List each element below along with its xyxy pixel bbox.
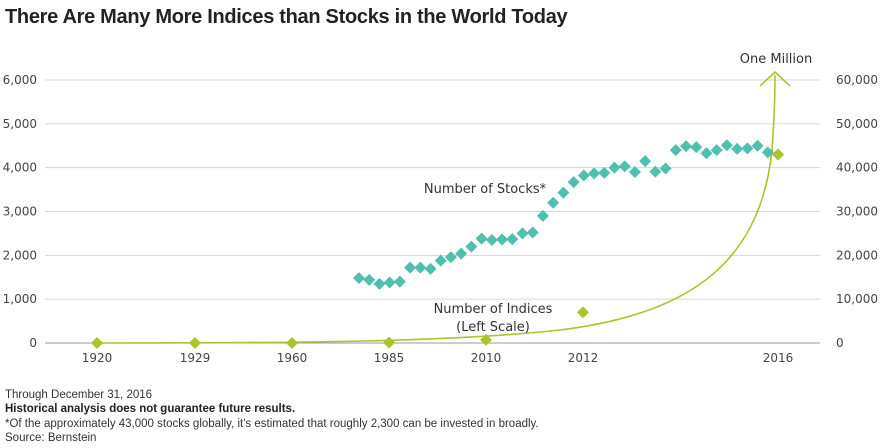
x-tick-label: 2012 — [568, 351, 599, 365]
indices-scale-label: (Left Scale) — [456, 320, 530, 335]
x-tick-label: 2010 — [471, 351, 502, 365]
note-disclaimer: Historical analysis does not guarantee f… — [5, 403, 296, 415]
x-tick-label: 1960 — [277, 351, 308, 365]
stock-point — [577, 169, 590, 182]
stock-point — [393, 275, 406, 288]
plot-area: 0 0 1,000 10,000 2,000 20,000 3,000 30,000 4,000… — [3, 52, 878, 365]
stock-point — [690, 141, 703, 154]
stock-point — [567, 176, 580, 189]
chart-title: There Are Many More Indices than Stocks … — [5, 6, 568, 28]
stock-point — [506, 233, 519, 246]
stock-point — [373, 277, 386, 290]
stock-point — [741, 142, 754, 155]
stock-point — [353, 272, 365, 285]
left-tick-label: 3,000 — [3, 205, 37, 219]
stock-point — [557, 186, 570, 199]
stocks-series-label: Number of Stocks* — [424, 182, 547, 197]
stock-point — [659, 162, 672, 175]
x-tick-label: 1920 — [82, 351, 113, 365]
stock-point — [731, 142, 744, 155]
stock-point — [455, 247, 468, 260]
one-million-label: One Million — [740, 52, 812, 67]
indices-series-label: Number of Indices — [434, 302, 553, 317]
left-tick-label: 2,000 — [3, 248, 37, 262]
stock-point — [434, 254, 447, 267]
note-footnote: *Of the approximately 43,000 stocks glob… — [5, 418, 539, 430]
stock-point — [710, 144, 723, 157]
index-point — [286, 337, 298, 349]
index-point — [91, 337, 103, 349]
stock-point — [628, 166, 641, 179]
stock-point — [363, 273, 376, 286]
stock-point — [761, 146, 774, 159]
stock-point — [608, 161, 621, 174]
stock-point — [516, 227, 529, 240]
stock-point — [639, 155, 652, 168]
stock-point — [444, 251, 457, 264]
stock-point — [720, 139, 733, 152]
stock-point — [618, 160, 631, 173]
stock-point — [424, 262, 437, 275]
stock-point — [383, 276, 396, 289]
left-tick-label: 5,000 — [3, 117, 37, 131]
right-tick-label: 20,000 — [836, 248, 878, 262]
stock-point — [649, 165, 662, 178]
right-tick-label: 10,000 — [836, 292, 878, 306]
x-tick-label: 2016 — [763, 351, 794, 365]
stock-point — [598, 166, 611, 179]
x-tick-label: 1929 — [180, 351, 211, 365]
right-tick-label: 60,000 — [836, 73, 878, 87]
stock-point — [496, 233, 509, 246]
index-point — [383, 336, 395, 349]
indices-trend-curve — [96, 74, 776, 344]
right-tick-label: 0 — [836, 336, 844, 350]
stock-point — [485, 233, 498, 246]
x-tick-label: 1985 — [374, 351, 405, 365]
stock-point — [475, 232, 488, 245]
stock-point — [547, 196, 560, 209]
note-source: Source: Bernstein — [5, 432, 97, 444]
stock-point — [404, 261, 417, 274]
left-tick-label: 1,000 — [3, 292, 37, 306]
right-tick-label: 30,000 — [836, 205, 878, 219]
note-date: Through December 31, 2016 — [5, 389, 153, 401]
stock-point — [751, 139, 764, 152]
arrow-head-icon — [759, 70, 791, 87]
stock-point — [414, 261, 427, 274]
stock-point — [680, 140, 693, 153]
stock-point — [669, 144, 682, 157]
stock-point — [526, 226, 539, 239]
stock-point — [536, 209, 549, 222]
right-tick-label: 50,000 — [836, 117, 878, 131]
left-tick-label: 6,000 — [3, 73, 37, 87]
left-tick-label: 4,000 — [3, 161, 37, 175]
index-point — [480, 333, 492, 346]
stock-point — [700, 147, 713, 160]
right-tick-label: 40,000 — [836, 161, 878, 175]
index-point — [189, 337, 201, 349]
stock-point — [588, 167, 601, 180]
index-point — [772, 148, 784, 161]
index-point — [577, 306, 589, 319]
stock-point — [465, 240, 478, 253]
left-tick-label: 0 — [29, 336, 37, 350]
